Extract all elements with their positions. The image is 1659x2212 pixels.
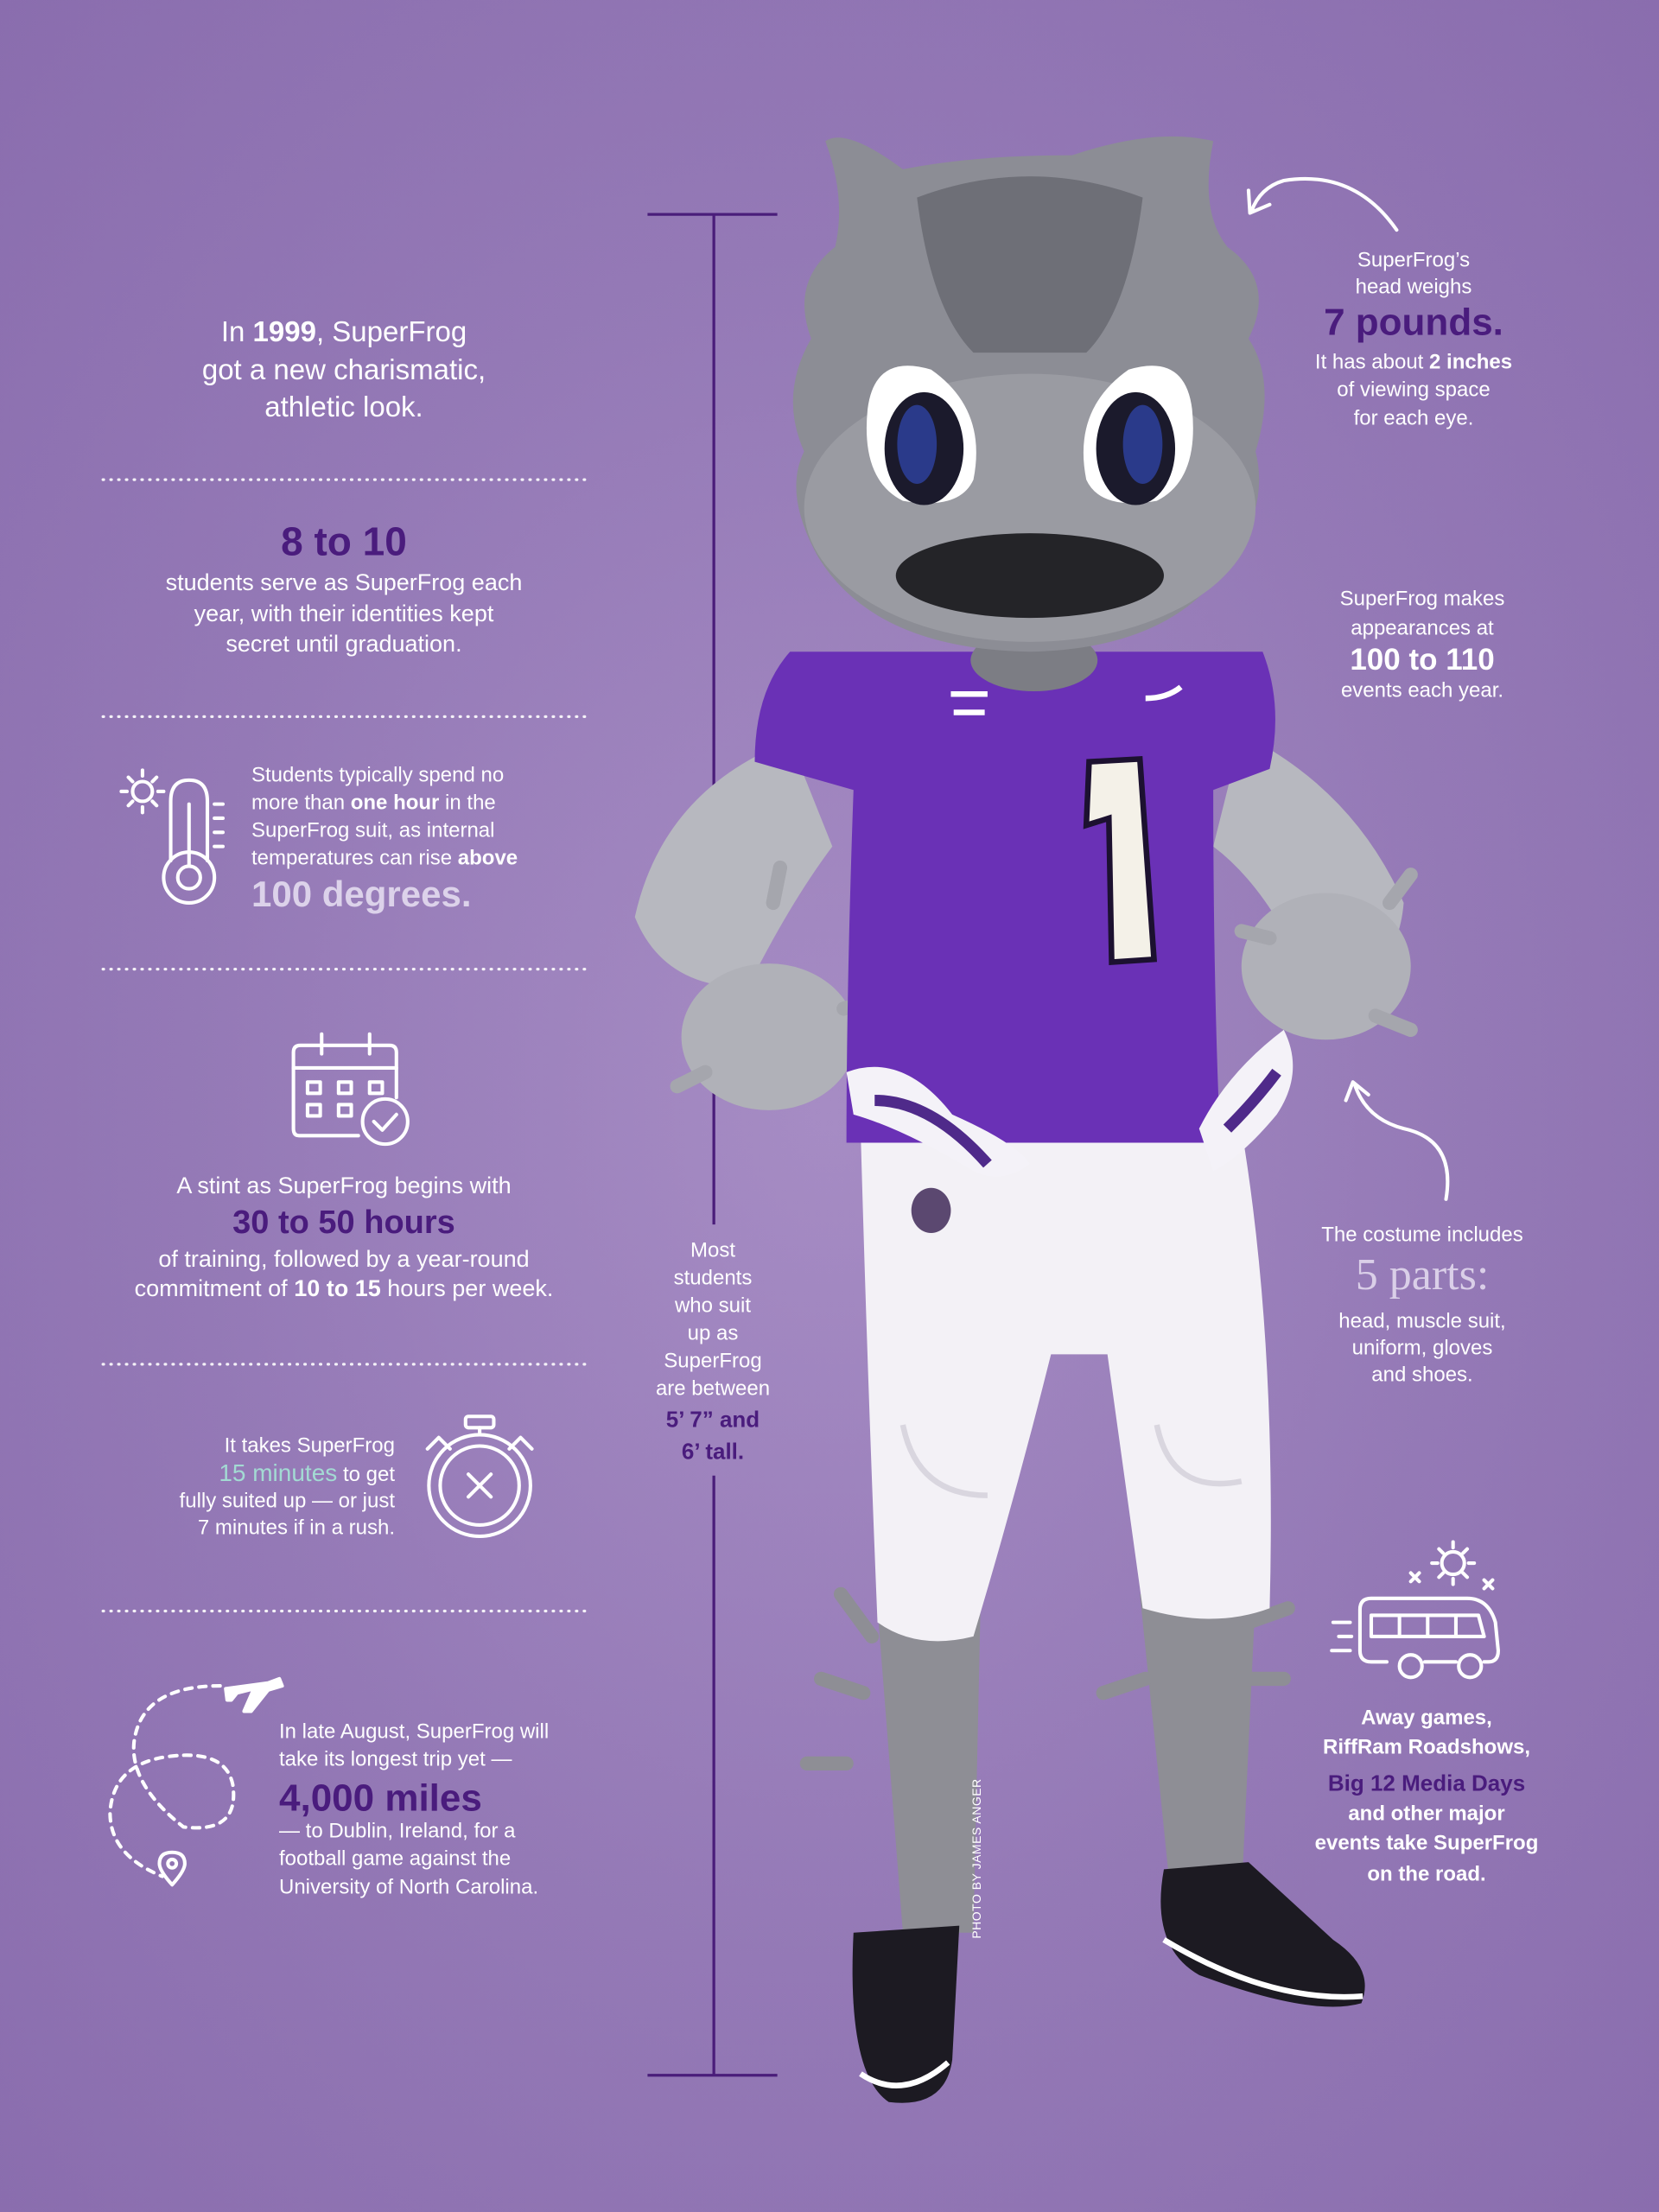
highlight: 5 parts: [1355,1249,1490,1300]
text-line: University of North Carolina. [279,1875,539,1899]
text-line: SuperFrog [664,1349,762,1373]
height-ruler [647,213,778,2077]
calendar-icon [291,1032,410,1147]
mascot [634,136,1418,2103]
emphasis: 10 to 15 [294,1274,381,1301]
text-line: In 1999, SuperFrog [85,315,603,349]
text-line: on the road. [1367,1862,1486,1886]
text-line: uniform, gloves [1351,1336,1493,1360]
text: hours per week. [380,1274,554,1301]
text-line: and other major [1348,1802,1505,1826]
highlight: 15 minutes [219,1459,338,1487]
highlight: 30 to 50 hours [232,1205,455,1242]
emphasis: 2 inches [1429,350,1513,374]
text-line: who suit [674,1294,752,1318]
text-line: students serve as SuperFrog each [165,569,523,595]
text-line: appearances at [1351,616,1494,640]
text-line: athletic look. [264,391,423,423]
photo-credit: PHOTO BY JAMES ANGER [969,1778,983,1939]
text-line: fully suited up — or just [179,1489,395,1513]
text-line: RiffRam Roadshows, [1322,1735,1531,1759]
text-line: got a new charismatic, [201,353,486,386]
artwork-group [101,136,1500,2103]
arrow [1246,176,1399,232]
highlight: 4,000 miles [279,1777,482,1820]
text-line: Students typically spend no [251,763,505,787]
text: commitment of [134,1274,295,1301]
text: to get [337,1463,395,1487]
trip-icon [108,1676,284,1887]
text-line: temperatures can rise above [251,847,518,872]
text-line: SuperFrog suit, as internal [251,818,495,842]
text-line: SuperFrog makes [1339,587,1505,611]
text-line: commitment of 10 to 15 hours per week. [85,1274,603,1302]
highlight: 8 to 10 [281,518,407,564]
text-line: secret until graduation. [226,630,462,657]
text: In [220,315,253,348]
text: , SuperFrog [315,315,467,348]
arrows [1246,176,1450,1201]
text-line: Most [690,1238,735,1262]
highlight: 100 to 110 [1350,643,1495,677]
text-line: 15 minutes to get [0,1459,395,1488]
text-line: 7 minutes if in a rush. [197,1516,395,1540]
text-line: for each eye. [1353,406,1474,430]
separators [101,478,588,1613]
text: in the [439,791,496,815]
bus-icon [1330,1540,1500,1680]
highlight: 5’ 7” and [665,1406,760,1433]
text-line: football game against the [279,1847,512,1871]
stopwatch-icon [425,1414,534,1539]
text-line: more than one hour in the [251,791,496,817]
text-line: students [673,1266,753,1290]
text: more than [251,791,351,815]
text-line: up as [687,1321,739,1345]
highlight: 6’ tall. [681,1438,745,1465]
thermometer-icon [119,768,226,905]
text-line: head weighs [1355,275,1472,299]
icons [108,176,1500,1887]
highlight: 100 degrees. [251,873,472,914]
text-line: and shoes. [1371,1363,1473,1387]
text-line: of training, followed by a year-round [158,1245,530,1272]
text-line: events each year. [1340,678,1504,702]
arrow [1344,1080,1450,1201]
text-line: events take SuperFrog [1314,1831,1539,1855]
highlight: 7 pounds. [1324,301,1503,344]
text: It has about [1314,350,1430,374]
text-line: are between [655,1376,771,1401]
text-line: It takes SuperFrog [224,1433,395,1458]
text-line: year, with their identities kept [194,600,494,626]
text-line: — to Dublin, Ireland, for a [279,1819,516,1843]
text-line: A stint as SuperFrog begins with [176,1172,512,1198]
text-line: Away games, [1361,1706,1492,1730]
text-line: The costume includes [1321,1223,1523,1247]
text-line: take its longest trip yet — [279,1747,512,1771]
emphasis: one hour [350,791,440,815]
text-line: SuperFrog’s [1357,248,1471,272]
text-line: head, muscle suit, [1338,1309,1506,1333]
text-line: In late August, SuperFrog will [279,1719,550,1744]
emphasis: 1999 [252,315,316,348]
text-line: of viewing space [1337,378,1491,402]
highlight: Big 12 Media Days [1327,1770,1526,1796]
text: temperatures can rise [251,846,458,870]
emphasis: above [457,846,518,870]
text-line: It has about 2 inches [1154,351,1659,376]
